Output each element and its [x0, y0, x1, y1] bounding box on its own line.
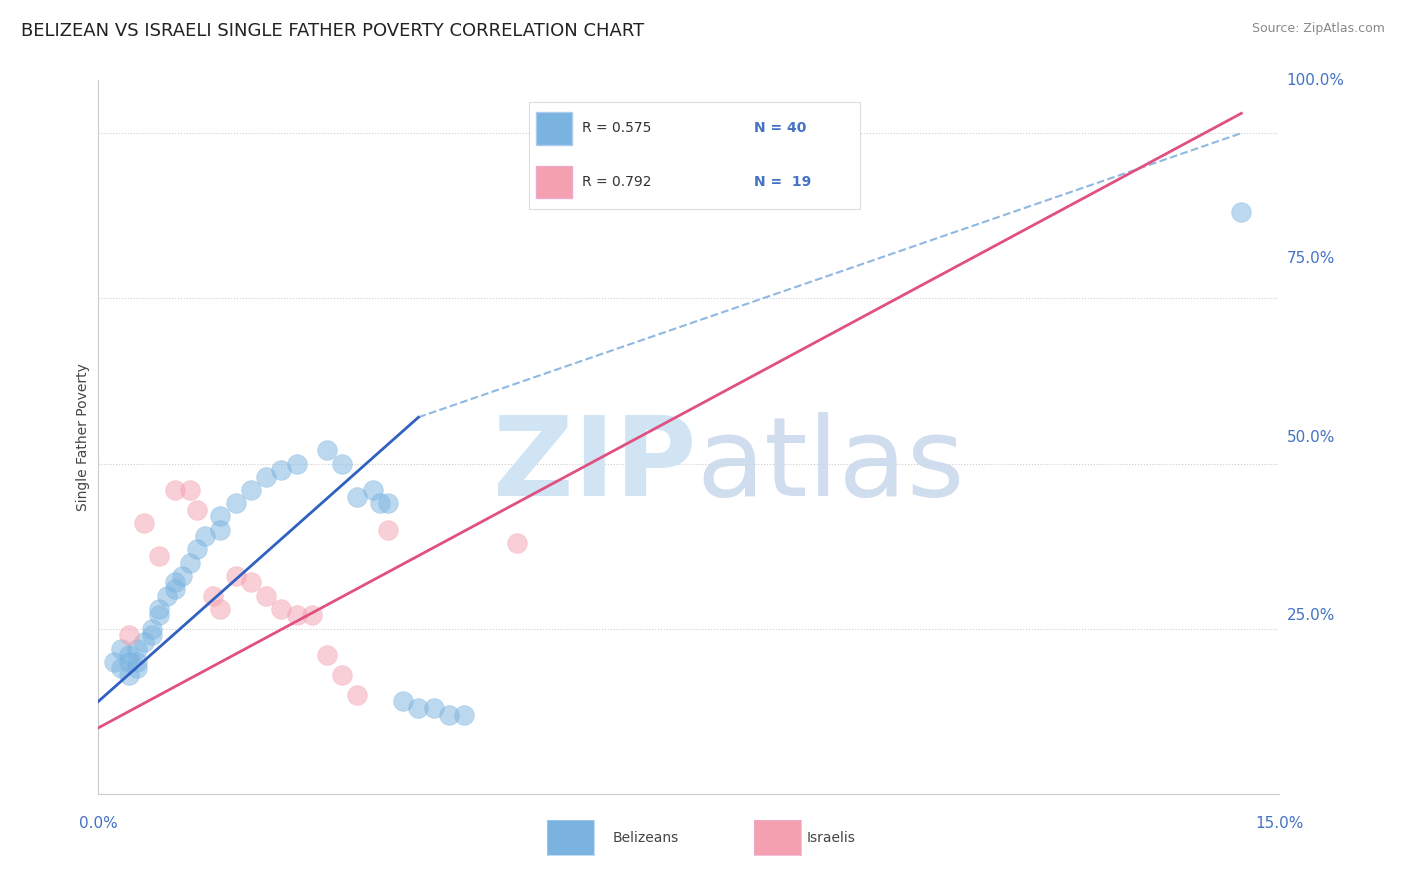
Point: [209, 509, 232, 524]
Point: [148, 602, 170, 616]
Point: [125, 655, 148, 669]
Point: [125, 661, 148, 675]
Point: [285, 608, 308, 623]
Point: [346, 490, 368, 504]
Point: [134, 516, 156, 530]
Point: [141, 628, 163, 642]
Point: [103, 655, 125, 669]
Text: 15.0%: 15.0%: [1256, 816, 1303, 831]
Point: [209, 602, 232, 616]
Point: [141, 622, 163, 636]
Text: Source: ZipAtlas.com: Source: ZipAtlas.com: [1251, 22, 1385, 36]
Point: [301, 608, 323, 623]
Point: [1230, 205, 1253, 219]
Point: [370, 496, 392, 510]
Point: [148, 608, 170, 623]
Point: [361, 483, 384, 497]
Text: 25.0%: 25.0%: [1286, 608, 1334, 623]
Point: [125, 641, 148, 656]
Point: [110, 641, 132, 656]
Point: [239, 575, 262, 590]
Text: Belizeans: Belizeans: [612, 831, 679, 845]
Point: [201, 589, 224, 603]
Point: [179, 483, 201, 497]
Text: 100.0%: 100.0%: [1286, 73, 1344, 87]
Point: [316, 648, 339, 662]
Point: [422, 701, 444, 715]
Point: [148, 549, 170, 563]
Point: [270, 463, 292, 477]
Point: [453, 707, 475, 722]
Text: Israelis: Israelis: [807, 831, 856, 845]
Point: [172, 569, 194, 583]
Point: [118, 648, 141, 662]
Point: [186, 502, 208, 516]
Point: [270, 602, 292, 616]
Point: [239, 483, 262, 497]
Point: [110, 661, 132, 675]
Point: [392, 694, 415, 708]
Point: [163, 582, 186, 596]
Point: [179, 556, 201, 570]
Point: [134, 635, 156, 649]
Point: [254, 589, 277, 603]
Point: [330, 457, 353, 471]
Point: [118, 668, 141, 682]
Text: BELIZEAN VS ISRAELI SINGLE FATHER POVERTY CORRELATION CHART: BELIZEAN VS ISRAELI SINGLE FATHER POVERT…: [21, 22, 644, 40]
Text: atlas: atlas: [696, 412, 965, 519]
Point: [209, 523, 232, 537]
Text: ZIP: ZIP: [492, 412, 696, 519]
Text: 50.0%: 50.0%: [1286, 430, 1334, 444]
Point: [163, 483, 186, 497]
Point: [186, 542, 208, 557]
Point: [330, 668, 353, 682]
Point: [225, 569, 247, 583]
Point: [316, 443, 339, 458]
Point: [506, 536, 529, 550]
Text: 75.0%: 75.0%: [1286, 252, 1334, 266]
Point: [194, 529, 217, 543]
Point: [285, 457, 308, 471]
Point: [254, 469, 277, 483]
Point: [163, 575, 186, 590]
Y-axis label: Single Father Poverty: Single Father Poverty: [76, 363, 90, 511]
Point: [225, 496, 247, 510]
Point: [346, 688, 368, 702]
Point: [118, 628, 141, 642]
Point: [118, 655, 141, 669]
Point: [377, 523, 399, 537]
Point: [408, 701, 430, 715]
Point: [437, 707, 460, 722]
Point: [156, 589, 179, 603]
Text: 0.0%: 0.0%: [79, 816, 118, 831]
Point: [377, 496, 399, 510]
